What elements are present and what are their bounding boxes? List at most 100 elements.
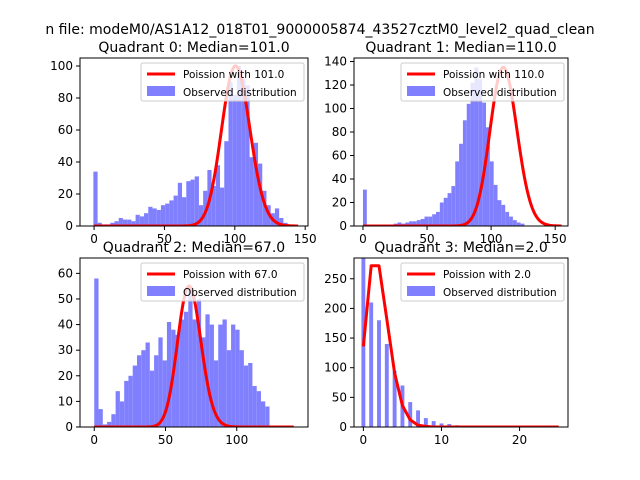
hist-bar	[132, 365, 137, 427]
hist-bar	[443, 197, 448, 226]
x-tick-label: 0	[359, 232, 367, 246]
x-tick-label: 0	[360, 433, 368, 447]
hist-bar	[173, 195, 178, 226]
hist-bar	[470, 82, 475, 226]
hist-bar	[213, 360, 219, 427]
y-tick-label: 200	[324, 301, 347, 315]
legend-box	[140, 62, 305, 102]
y-tick-label: 30	[58, 343, 73, 357]
subplot-2: 0 50 100 0 10 20 30 40 50 60 Quadrant 2: Median=67…	[58, 240, 309, 447]
hist-bar	[397, 222, 402, 226]
hist-bar	[218, 324, 223, 427]
hist-bar	[451, 186, 456, 226]
y-tick-label: 0	[339, 420, 347, 434]
hist-bar	[249, 157, 254, 226]
hist-bar	[188, 286, 193, 427]
legend-bar-swatch	[407, 286, 435, 296]
subplot-title: Quadrant 2: Median=67.0	[103, 240, 285, 256]
hist-bar	[424, 216, 429, 226]
hist-bar	[222, 319, 227, 427]
y-tick-label: 20	[332, 196, 347, 210]
legend-box	[400, 262, 565, 302]
hist-bar	[131, 221, 136, 226]
hist-bar	[137, 355, 142, 427]
hist-bar	[420, 218, 425, 226]
hist-bar	[119, 401, 125, 427]
hist-bar	[235, 329, 240, 427]
hist-bar	[177, 182, 183, 226]
x-tick-label: 0	[90, 232, 98, 246]
y-tick-label: 40	[58, 318, 73, 332]
hist-bar	[485, 127, 490, 226]
y-tick-label: 20	[58, 369, 73, 383]
hist-bar	[162, 360, 167, 427]
hist-bar	[236, 66, 242, 226]
subplot-title: Quadrant 0: Median=101.0	[98, 40, 289, 56]
hist-bar	[128, 375, 133, 427]
x-tick-label: 10	[434, 433, 449, 447]
hist-bar	[384, 343, 389, 427]
hist-bar	[135, 214, 140, 226]
hist-bar	[252, 386, 257, 427]
hist-bar	[118, 218, 123, 226]
legend-label: Poission with 110.0	[443, 69, 544, 81]
hist-bar	[392, 370, 397, 427]
legend-bar-swatch	[407, 86, 435, 96]
hist-bar	[228, 82, 233, 226]
hist-bar	[497, 200, 502, 226]
x-tick-label: 100	[225, 433, 248, 447]
hist-bar	[156, 210, 161, 226]
x-tick-label: 50	[157, 232, 172, 246]
y-tick-label: 60	[58, 123, 73, 137]
hist-bar	[431, 421, 436, 427]
y-tick-label: 80	[58, 91, 73, 105]
axes-frame	[79, 257, 309, 428]
hist-bar	[224, 141, 229, 226]
hist-bar	[253, 142, 259, 226]
hist-bar	[186, 181, 191, 226]
hist-bar	[158, 337, 163, 427]
hist-bar	[231, 324, 236, 427]
hist-bar	[205, 314, 210, 427]
hist-bar	[489, 161, 494, 226]
hist-bar	[107, 421, 112, 427]
y-tick-label: 20	[58, 187, 73, 201]
hist-bar	[512, 220, 517, 226]
hist-bar	[114, 221, 119, 226]
hist-bar	[447, 193, 452, 226]
hist-bar	[478, 79, 483, 226]
hist-bar	[152, 208, 157, 226]
legend-label: Observed distribution	[183, 287, 297, 299]
hist-bar	[124, 380, 129, 427]
y-tick-label: 10	[58, 394, 73, 408]
x-tick-label: 0	[90, 433, 98, 447]
x-tick-label: 150	[544, 232, 567, 246]
hist-bar	[145, 342, 150, 427]
y-tick-label: 40	[332, 172, 347, 186]
hist-bar	[182, 197, 187, 226]
y-tick-label: 250	[324, 272, 347, 286]
legend-label: Observed distribution	[443, 87, 557, 99]
hist-bar	[459, 143, 463, 226]
hist-bar	[423, 418, 428, 427]
hist-bar	[127, 219, 132, 226]
hist-bar	[139, 216, 145, 226]
hist-bar	[493, 184, 498, 226]
hist-bar	[110, 222, 115, 226]
legend-bar-swatch	[147, 286, 175, 296]
hist-bar	[516, 222, 521, 226]
axes-frame	[353, 57, 569, 227]
hist-bar	[466, 103, 471, 226]
x-tick-label: 100	[223, 232, 246, 246]
y-tick-label: 100	[324, 102, 347, 116]
plot-area	[93, 64, 299, 226]
subplot-title: Quadrant 1: Median=110.0	[365, 40, 556, 56]
legend-box	[140, 262, 305, 302]
hist-bar	[220, 187, 225, 226]
hist-bar	[175, 334, 180, 427]
y-tick-label: 100	[324, 361, 347, 375]
hist-bar	[201, 337, 206, 427]
y-tick-label: 80	[332, 125, 347, 139]
